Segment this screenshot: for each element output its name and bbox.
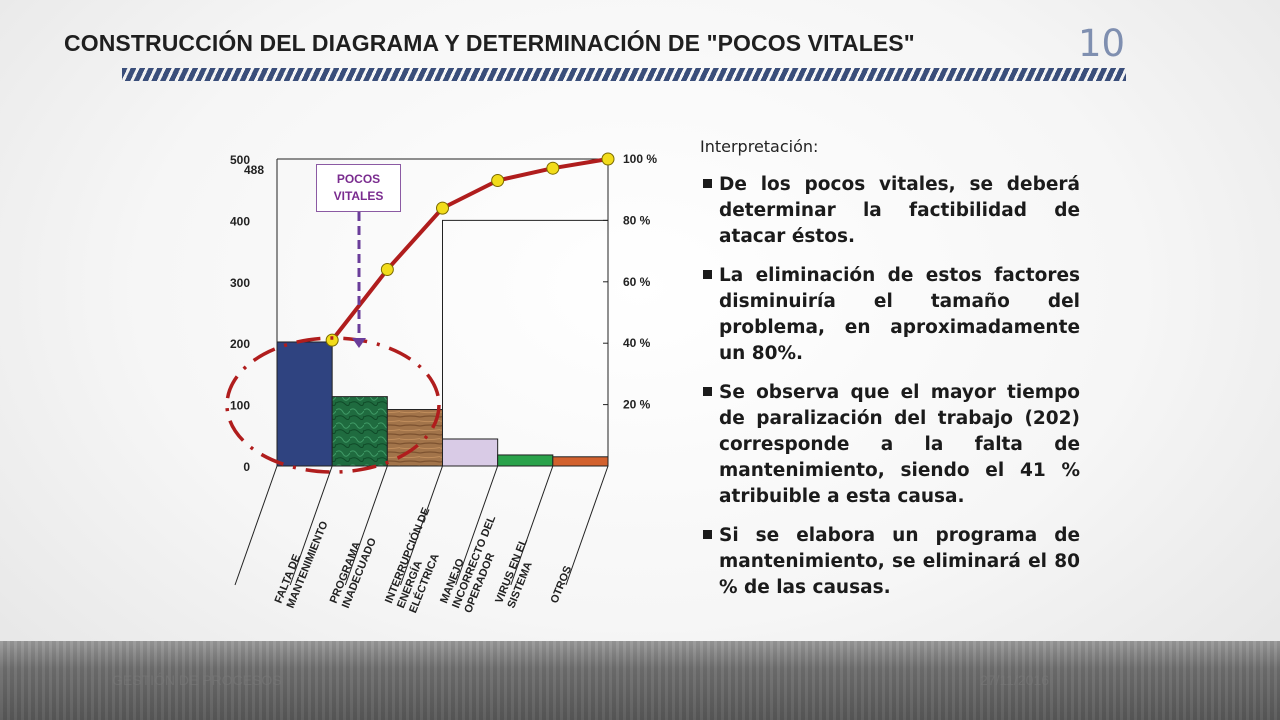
y-right-tick-label: 40 % [623, 336, 651, 350]
y-left-tick-label: 500 [230, 153, 250, 167]
bullet-item: Se observa que el mayor tiempo de parali… [700, 380, 1080, 510]
square-bullet-icon [703, 179, 712, 188]
square-bullet-icon [703, 387, 712, 396]
cumulative-marker [325, 333, 339, 347]
y-right-tick-label: 20 % [623, 398, 651, 412]
interpretation-bullets: De los pocos vitales, se deberá determin… [700, 172, 1080, 614]
bullet-text: De los pocos vitales, se deberá determin… [719, 174, 1080, 247]
category-connector-line [344, 465, 388, 586]
category-label-line: OTROS [548, 564, 574, 605]
footer-left: GESTIÓN DE PROCESOS [112, 672, 282, 688]
bullet-text: Si se elabora un programa de mantenimien… [719, 525, 1080, 598]
decorative-stripe [122, 68, 1126, 81]
slide-number: 10 [1078, 22, 1126, 65]
bar [276, 341, 333, 467]
interpretation-title: Interpretación: [700, 137, 819, 156]
total-label: 488 [244, 163, 264, 177]
y-left-tick-label: 300 [230, 276, 250, 290]
bar [386, 409, 444, 467]
bullet-text: Se observa que el mayor tiempo de parali… [719, 382, 1080, 507]
bullet-item: La eliminación de estos factores disminu… [700, 263, 1080, 367]
callout-line-2: VITALES [333, 189, 384, 203]
category-connector-line [400, 465, 443, 586]
category-label: OTROS [548, 564, 574, 605]
square-bullet-icon [703, 530, 712, 539]
cumulative-line [330, 157, 609, 342]
square-bullet-icon [703, 270, 712, 279]
y-right-tick-label: 80 % [623, 213, 651, 227]
page-title: CONSTRUCCIÓN DEL DIAGRAMA Y DETERMINACIÓ… [64, 30, 915, 56]
y-left-tick-label: 200 [230, 337, 250, 351]
bar [552, 456, 609, 467]
floor-background [0, 641, 1280, 720]
bar [331, 396, 388, 467]
bar [497, 454, 554, 467]
bullet-item: Si se elabora un programa de mantenimien… [700, 523, 1080, 601]
category-connector-line [234, 465, 278, 586]
category-connector-line [565, 465, 609, 586]
bullet-text: La eliminación de estos factores disminu… [719, 265, 1080, 364]
y-right-tick-label: 60 % [623, 275, 651, 289]
callout-line-1: POCOS [336, 172, 381, 186]
callout-arrow-head [352, 338, 366, 348]
pocos-vitales-callout: POCOS VITALES [316, 164, 401, 212]
bar [442, 438, 499, 467]
cumulative-marker [436, 201, 449, 215]
y-left-tick-label: 400 [230, 214, 250, 228]
y-left-tick-label: 0 [243, 460, 250, 474]
category-connector-line [289, 465, 333, 586]
cumulative-marker [546, 161, 560, 175]
cumulative-marker [601, 152, 615, 166]
footer-date: 27/11/2016 [980, 672, 1050, 688]
category-connector-line [455, 465, 499, 586]
vital-few-highlight-ellipse [225, 336, 441, 474]
cumulative-marker [380, 263, 394, 277]
y-right-tick-label: 100 % [623, 152, 657, 166]
eighty-percent-reference-line [442, 219, 608, 466]
category-connector-line [510, 465, 554, 586]
cumulative-marker [491, 173, 505, 187]
bullet-item: De los pocos vitales, se deberá determin… [700, 172, 1080, 250]
y-left-tick-label: 100 [230, 399, 250, 413]
